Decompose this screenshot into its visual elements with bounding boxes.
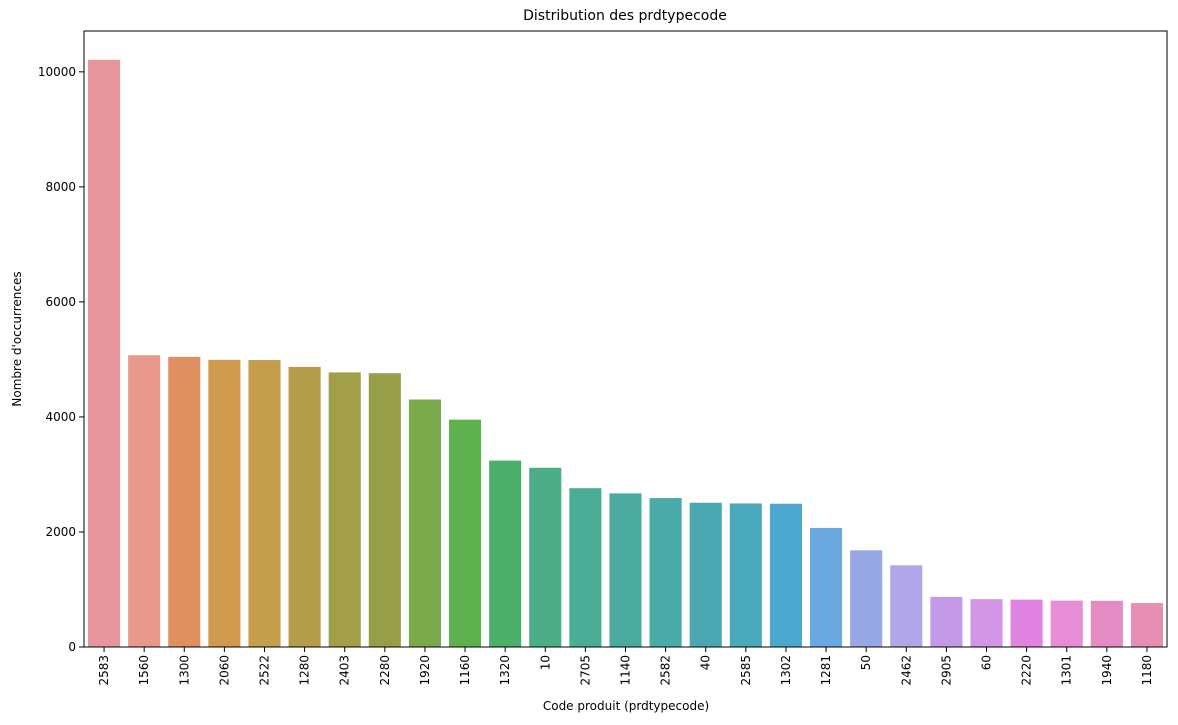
bar-2582	[649, 498, 682, 647]
bar-2462	[890, 565, 923, 647]
x-tick-label: 1301	[1060, 655, 1074, 686]
y-axis-title: Nombre d'occurrences	[10, 271, 24, 406]
x-tick-label: 2462	[899, 655, 913, 686]
y-axis: 0 2000 4000 6000 8000 10000	[38, 65, 84, 654]
bar-50	[850, 550, 883, 647]
x-tick-label: 2585	[739, 655, 753, 686]
x-tick-label: 50	[859, 655, 873, 670]
bar-2905	[930, 596, 963, 647]
x-tick-label: 2905	[939, 655, 953, 686]
bar-1301	[1050, 600, 1083, 647]
y-tick-label: 4000	[45, 410, 76, 424]
chart-title: Distribution des prdtypecode	[523, 8, 727, 24]
x-tick-label: 1320	[498, 655, 512, 686]
x-tick-label: 2403	[338, 655, 352, 686]
bars-layer	[88, 59, 1163, 647]
x-tick-label: 10	[538, 655, 552, 670]
x-tick-label: 1920	[418, 655, 432, 686]
y-tick-label: 2000	[45, 525, 76, 539]
x-tick-label: 1140	[619, 655, 633, 686]
x-tick-label: 2220	[1020, 655, 1034, 686]
bar-1280	[288, 366, 321, 647]
bar-2060	[208, 359, 241, 647]
x-tick-label: 1281	[819, 655, 833, 686]
bar-2583	[88, 59, 121, 647]
bar-1920	[408, 399, 441, 647]
x-tick-label: 2582	[659, 655, 673, 686]
x-tick-label: 40	[699, 655, 713, 670]
y-tick-label: 8000	[45, 180, 76, 194]
x-tick-label: 2583	[97, 655, 111, 686]
x-tick-label: 60	[980, 655, 994, 670]
x-tick-label: 1940	[1100, 655, 1114, 686]
bar-2705	[569, 488, 602, 647]
bar-1940	[1090, 600, 1123, 647]
bar-1281	[810, 527, 843, 647]
bar-60	[970, 599, 1003, 647]
bar-1180	[1130, 603, 1163, 647]
bar-2403	[328, 372, 361, 647]
x-tick-label: 2522	[258, 655, 272, 686]
bar-1560	[128, 355, 161, 647]
bar-1320	[489, 460, 522, 647]
bar-2280	[368, 373, 401, 647]
x-axis-title: Code produit (prdtypecode)	[543, 699, 709, 713]
x-tick-label: 1560	[137, 655, 151, 686]
bar-2220	[1010, 599, 1043, 647]
bar-10	[529, 467, 562, 647]
y-tick-label: 10000	[38, 65, 76, 79]
x-tick-label: 1180	[1140, 655, 1154, 686]
x-tick-label: 1280	[298, 655, 312, 686]
x-tick-label: 2705	[578, 655, 592, 686]
bar-2522	[248, 360, 281, 647]
bar-1302	[769, 503, 802, 647]
x-tick-label: 2060	[217, 655, 231, 686]
x-tick-label: 1302	[779, 655, 793, 686]
x-axis: 2583 1560 1300 2060 2522 1280 2403 2280 1920 1160…	[97, 647, 1154, 686]
x-tick-label: 1160	[458, 655, 472, 686]
bar-1300	[168, 356, 201, 647]
bar-40	[689, 502, 722, 647]
x-tick-label: 2280	[378, 655, 392, 686]
y-tick-label: 0	[68, 640, 76, 654]
bar-1140	[609, 493, 642, 647]
bar-2585	[729, 503, 762, 647]
x-tick-label: 1300	[177, 655, 191, 686]
y-tick-label: 6000	[45, 295, 76, 309]
bar-1160	[449, 419, 482, 647]
